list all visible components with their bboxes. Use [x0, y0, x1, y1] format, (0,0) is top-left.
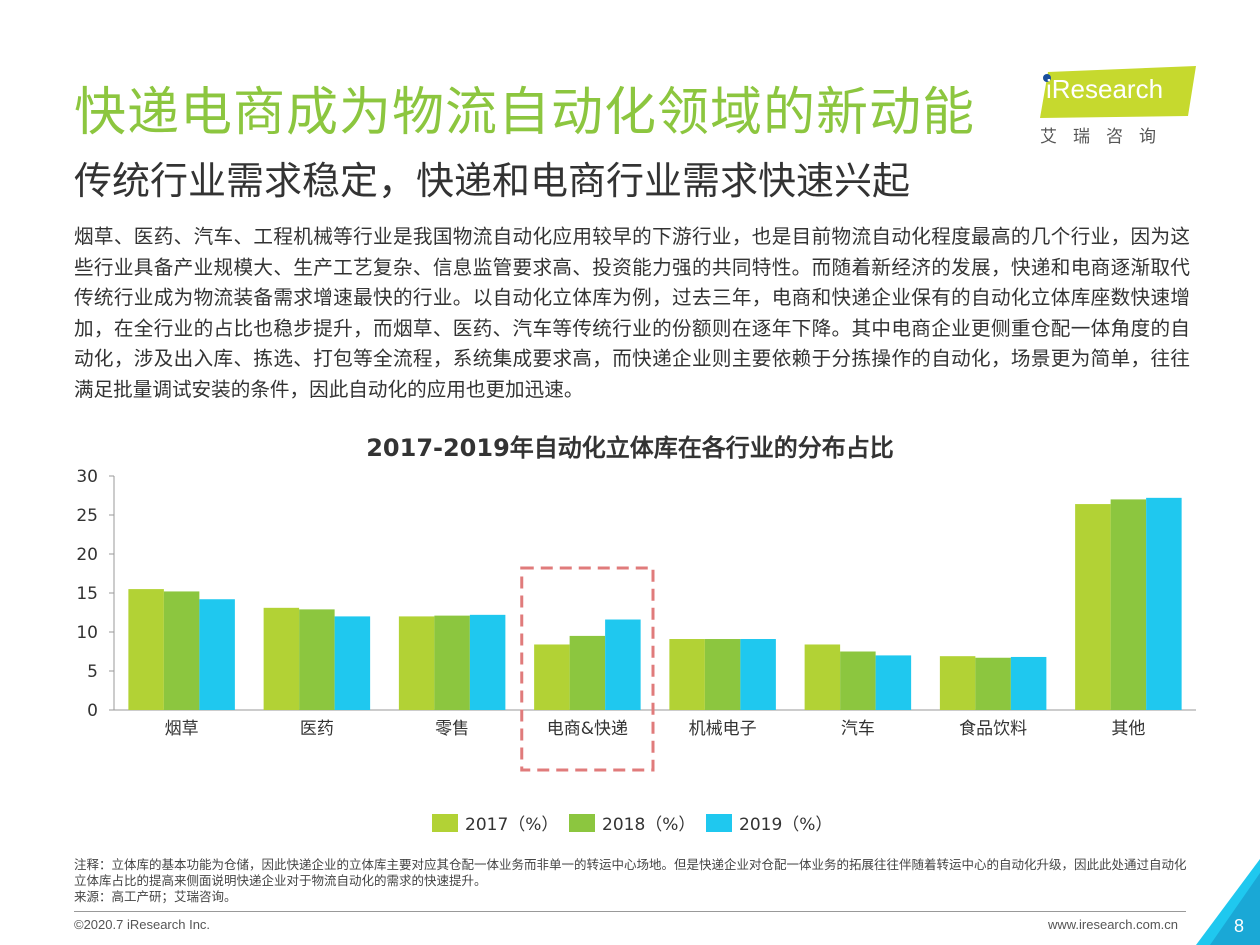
bar [605, 619, 641, 710]
x-tick-label: 其他 [1111, 719, 1145, 739]
page-title: 快递电商成为物流自动化领域的新动能 [74, 83, 976, 143]
bar [299, 609, 335, 710]
bar [398, 616, 435, 710]
legend-swatch [432, 814, 458, 832]
x-tick-label: 电商&快递 [547, 719, 628, 739]
bar [434, 615, 470, 710]
bar [469, 614, 506, 710]
bar [1146, 497, 1182, 710]
y-tick-label: 15 [76, 584, 98, 604]
bar [569, 635, 606, 710]
bar [875, 655, 912, 710]
x-tick-label: 医药 [300, 719, 334, 739]
copyright: ©2020.7 iResearch Inc. [74, 917, 211, 932]
source-text: 来源：高工产研；艾瑞咨询。 [74, 889, 237, 904]
x-tick-label: 汽车 [841, 719, 875, 739]
bar [840, 651, 876, 710]
logo-badge-icon [1040, 66, 1196, 118]
x-tick-label: 烟草 [165, 719, 199, 739]
bar [669, 639, 705, 710]
x-tick-label: 机械电子 [689, 719, 757, 739]
y-tick-label: 25 [76, 506, 98, 526]
bar [1110, 499, 1147, 710]
bar [740, 639, 776, 710]
bar [128, 589, 164, 710]
bar [704, 639, 741, 710]
notes: 注释：立体库的基本功能为仓储，因此快递企业的立体库主要对应其仓配一体业务而非单一… [74, 857, 1194, 905]
y-tick-label: 20 [76, 545, 98, 565]
legend-label: 2018（%） [602, 815, 695, 835]
body-paragraph: 烟草、医药、汽车、工程机械等行业是我国物流自动化应用较早的下游行业，也是目前物流… [74, 225, 1190, 401]
footer-divider [74, 911, 1186, 912]
logo-cn-text: 艾瑞咨询 [1040, 127, 1172, 147]
legend-swatch [569, 814, 595, 832]
bar-chart: 0 5 10 15 20 25 30 烟草 医药 零售 电商&快递 机械电子 汽车 食品饮料 其他 2017（… [76, 467, 1196, 835]
bar [534, 644, 570, 710]
bar [804, 644, 841, 710]
bar [199, 599, 235, 710]
corner-decoration-icon [1196, 859, 1260, 945]
y-tick-label: 0 [87, 701, 98, 721]
highlight-box [520, 566, 655, 772]
website-link[interactable]: www.iresearch.com.cn [1047, 917, 1178, 932]
page-subtitle: 传统行业需求稳定，快递和电商行业需求快速兴起 [74, 159, 911, 203]
bar [1010, 656, 1047, 710]
bar [163, 591, 200, 710]
legend-label: 2019（%） [739, 815, 832, 835]
chart-title: 2017-2019年自动化立体库在各行业的分布占比 [366, 434, 894, 462]
y-tick-label: 30 [76, 467, 98, 487]
x-tick-label: 食品饮料 [959, 719, 1027, 739]
bar [263, 607, 300, 710]
x-tick-label: 零售 [435, 719, 469, 739]
bar [939, 656, 976, 710]
note-text: 注释：立体库的基本功能为仓储，因此快递企业的立体库主要对应其仓配一体业务而非单一… [74, 857, 1187, 888]
bar [1075, 504, 1111, 710]
iresearch-logo: iResearch 艾瑞咨询 [1040, 66, 1200, 147]
y-tick-label: 10 [76, 623, 98, 643]
logo-brand-text: iResearch [1046, 74, 1164, 104]
legend-label: 2017（%） [465, 815, 558, 835]
bar [975, 657, 1011, 710]
y-tick-label: 5 [87, 662, 98, 682]
bar [334, 616, 371, 710]
legend-swatch [706, 814, 732, 832]
page-number: 8 [1233, 916, 1244, 936]
